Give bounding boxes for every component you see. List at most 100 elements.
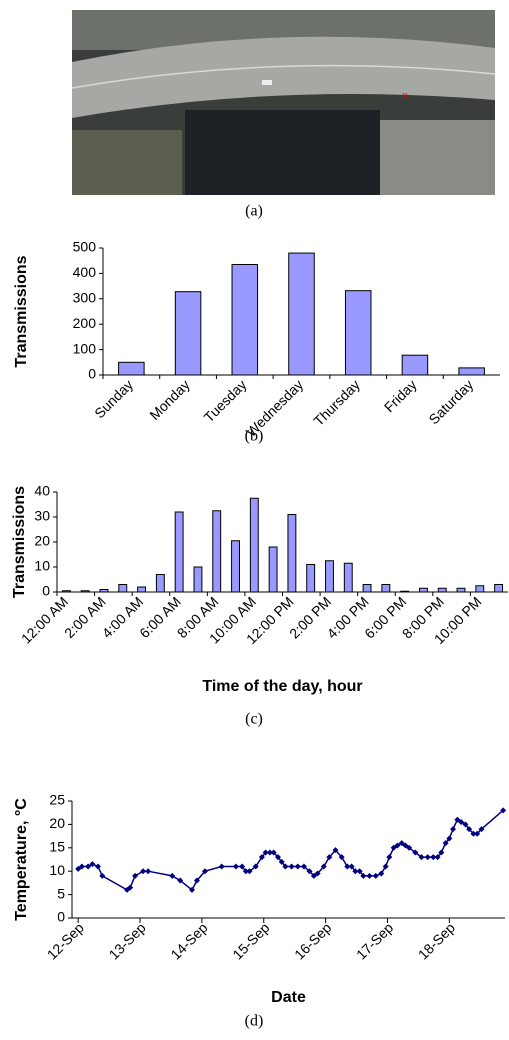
bar [155,574,165,593]
bar [231,540,240,593]
point [430,854,437,861]
point [274,854,281,861]
y-tick-label: 20 [34,533,50,549]
bar [137,586,147,593]
point [434,854,441,861]
point [278,858,285,865]
y-tick-label: 25 [49,792,65,808]
point [127,884,134,891]
x-tick-label: 14-Sep [167,919,210,962]
marker-x: × [402,90,408,102]
point [372,872,379,879]
x-tick-label: 12-Sep [44,919,87,962]
point [418,854,425,861]
point [382,863,389,870]
point [310,872,317,879]
point [344,863,351,870]
y-axis-title: Transmissions [11,486,28,598]
y-tick-label: 5 [57,885,65,901]
point [406,844,413,851]
bar [344,290,372,376]
bar [401,354,429,376]
point [348,863,355,870]
caption: (c) [245,711,263,728]
point [239,863,246,870]
point [252,863,259,870]
caption: (a) [245,203,263,220]
point [232,863,239,870]
point [366,872,373,879]
bar [118,361,145,376]
point [145,868,152,875]
point [458,819,465,826]
bar [343,562,353,593]
bar [381,584,391,593]
bar [212,510,222,593]
point [454,816,461,823]
point [446,835,453,842]
point [94,863,101,870]
point [332,847,339,854]
point [402,842,409,849]
y-tick-label: 100 [73,340,97,356]
point [314,870,321,877]
x-axis-title: Time of the day, hour [202,678,362,695]
point [140,868,147,875]
x-tick-label: 18-Sep [415,919,458,962]
x-tick-label: Thursday [310,376,363,429]
point [242,868,249,875]
y-tick-label: 0 [88,366,96,382]
y-tick-label: 20 [49,815,65,831]
bar [475,585,485,593]
point [270,849,277,856]
point [412,849,419,856]
x-tick-label: 12:00 AM [18,593,71,646]
point [75,865,82,872]
bar [99,589,109,593]
point [338,854,345,861]
point [378,870,385,877]
x-axis-title: Date [271,989,306,1006]
x-tick-label: 13-Sep [106,919,149,962]
x-tick-label: Friday [381,376,420,415]
point [282,863,289,870]
temperature-line [77,809,504,892]
point [360,872,367,879]
point [442,840,449,847]
y-tick-label: 0 [42,583,50,599]
bar [362,584,372,593]
point [326,854,333,861]
bar [193,566,203,593]
point [466,826,473,833]
y-tick-label: 500 [73,239,97,255]
bar [174,291,202,376]
point [262,849,269,856]
y-tick-label: 200 [73,315,97,331]
x-tick-label: Tuesday [201,376,250,425]
y-axis-title: Transmissions [13,255,30,367]
bar [288,252,315,376]
bar [306,564,316,593]
point [218,863,225,870]
point [474,830,481,837]
point [288,863,295,870]
point [450,826,457,833]
point [99,872,106,879]
point [300,863,307,870]
y-tick-label: 0 [57,909,65,925]
y-axis-title: Temperature, °C [13,798,30,921]
point [356,868,363,875]
point [266,849,273,856]
point [438,849,445,856]
point [390,844,397,851]
point [169,872,176,879]
bar [249,497,259,593]
point [132,872,139,879]
point [500,807,507,814]
point [177,877,184,884]
bar [458,367,485,376]
point [78,863,85,870]
x-tick-label: Saturday [425,376,476,427]
point [89,861,96,868]
